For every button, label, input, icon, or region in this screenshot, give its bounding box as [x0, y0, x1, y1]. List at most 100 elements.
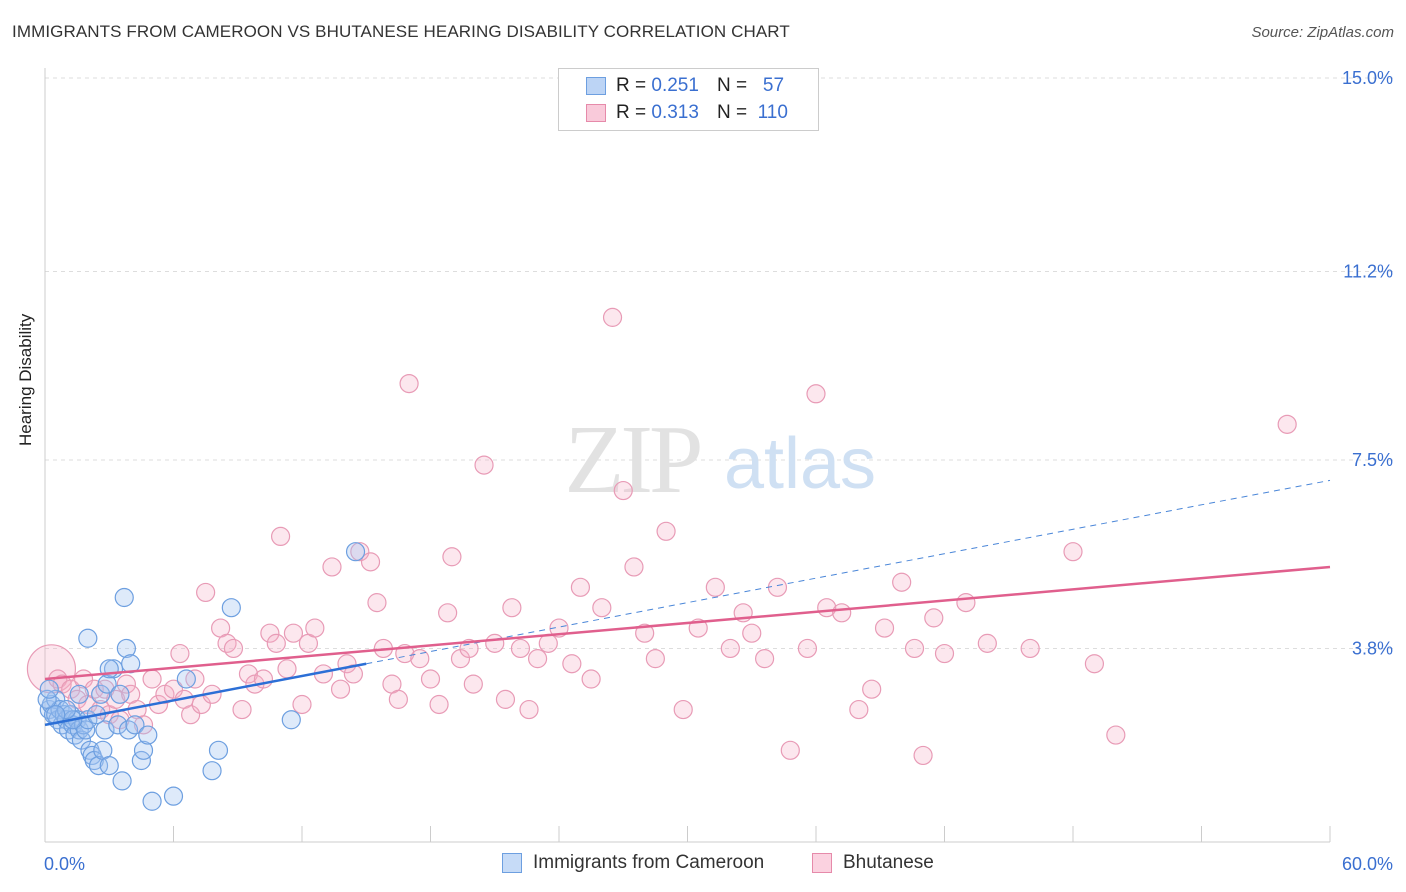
legend-n-label: N = — [716, 102, 748, 123]
bhutanese-point — [581, 669, 601, 689]
bhutanese-point — [673, 699, 693, 720]
watermark-atlas: atlas — [724, 424, 876, 504]
cameroon-point — [163, 786, 184, 806]
bhutanese-point — [292, 694, 312, 715]
legend-r-value: 0.251 — [651, 75, 699, 96]
cameroon-point — [202, 761, 222, 781]
cameroon-point — [138, 725, 158, 745]
source-label: Source: ZipAtlas.com — [1251, 24, 1394, 41]
bhutanese-point — [388, 689, 408, 709]
cameroon-point — [95, 720, 115, 740]
bhutanese-point — [142, 669, 162, 689]
bhutanese-point — [613, 480, 633, 501]
bhutanese-point — [624, 557, 644, 577]
bhutanese-point — [502, 598, 522, 618]
tick-labels: 3.8% 7.5% 11.2% 15.0% 0.0% 60.0% — [44, 68, 1393, 874]
bhutanese-point — [767, 577, 788, 597]
y-tick-label: 11.2% — [1343, 262, 1393, 282]
grid-lines — [45, 77, 1395, 649]
cameroon-point — [221, 598, 241, 618]
bhutanese-point — [892, 572, 912, 592]
bhutanese-point — [399, 374, 419, 394]
bhutanese-point — [705, 577, 725, 597]
legend-item-cameroon[interactable]: Immigrants from Cameroon — [502, 852, 764, 874]
cameroon-point — [208, 740, 229, 760]
y-tick-label: 3.8% — [1352, 638, 1393, 658]
bhutanese-point — [519, 699, 539, 720]
bhutanese-point — [1063, 542, 1083, 562]
bhutanese-point — [277, 659, 297, 679]
bhutanese-point — [720, 638, 740, 659]
bhutanese-point — [420, 669, 441, 689]
legend-n-label: N = — [716, 75, 748, 96]
bhutanese-point — [442, 547, 462, 567]
cameroon-point — [116, 638, 136, 659]
bhutanese-point — [322, 557, 342, 577]
cameroon-point — [99, 755, 119, 776]
cameroon-trend-line — [44, 662, 367, 727]
legend-r-value: 0.313 — [651, 102, 699, 123]
legend-swatch-bhutanese — [812, 853, 832, 873]
bhutanese-point — [495, 689, 516, 709]
bhutanese-point — [977, 633, 997, 653]
bhutanese-point — [438, 603, 458, 623]
bhutanese-points — [26, 307, 1297, 766]
bhutanese-point — [474, 455, 494, 475]
cameroon-point — [281, 710, 301, 730]
bhutanese-point — [223, 638, 244, 659]
bhutanese-point — [510, 638, 531, 659]
bhutanese-point — [602, 307, 623, 327]
legend-n-value: 57 — [762, 75, 785, 96]
bhutanese-point — [270, 526, 291, 547]
bhutanese-point — [485, 633, 505, 653]
bhutanese-point — [635, 623, 655, 643]
bhutanese-point — [956, 593, 976, 613]
cameroon-point — [345, 542, 366, 562]
bhutanese-point — [754, 649, 775, 669]
cameroon-point — [78, 628, 98, 648]
cameroon-point — [88, 755, 109, 776]
bhutanese-point — [1106, 725, 1126, 745]
x-tick-label: 60.0% — [1342, 854, 1393, 874]
cameroon-point — [112, 771, 132, 791]
bhutanese-point — [170, 643, 190, 664]
chart-title: IMMIGRANTS FROM CAMEROON VS BHUTANESE HE… — [12, 22, 790, 41]
bhutanese-point — [217, 633, 237, 653]
cameroon-points — [37, 542, 366, 811]
legend-label-cameroon: Immigrants from Cameroon — [533, 852, 765, 873]
legend-item-bhutanese[interactable]: Bhutanese — [812, 852, 934, 874]
cameroon-point — [56, 699, 77, 720]
bhutanese-point — [305, 618, 325, 638]
bhutanese-point — [232, 699, 252, 720]
bhutanese-point — [196, 582, 216, 603]
bhutanese-point — [570, 577, 591, 597]
x-tick-label: 0.0% — [44, 854, 85, 874]
bhutanese-point — [849, 699, 869, 720]
bhutanese-point — [562, 654, 582, 674]
bhutanese-point — [463, 674, 483, 694]
legend-n-value: 110 — [757, 102, 788, 123]
bhutanese-point — [924, 608, 944, 628]
legend-row-cameroon: R = 0.251 N = 57 — [586, 74, 784, 98]
bhutanese-point — [797, 638, 818, 659]
bhutanese-trend-line — [44, 565, 1331, 681]
watermark: ZIP atlas — [565, 406, 877, 514]
bhutanese-point — [742, 623, 762, 643]
bhutanese-point — [260, 623, 280, 643]
bhutanese-point — [780, 740, 800, 760]
bhutanese-point — [26, 644, 77, 694]
legend-label-bhutanese: Bhutanese — [843, 852, 934, 873]
bhutanese-point — [330, 679, 351, 699]
bhutanese-point — [266, 633, 286, 653]
y-axis-label: Hearing Disability — [16, 313, 35, 446]
trend-lines — [44, 479, 1331, 727]
cameroon-point — [69, 684, 89, 704]
bhutanese-point — [874, 618, 895, 638]
bhutanese-point — [656, 521, 676, 541]
bhutanese-point — [1084, 654, 1105, 674]
legend-swatch-bhutanese — [586, 104, 606, 122]
cameroon-point — [133, 740, 154, 760]
bhutanese-point — [538, 633, 558, 653]
bhutanese-point — [429, 694, 449, 715]
